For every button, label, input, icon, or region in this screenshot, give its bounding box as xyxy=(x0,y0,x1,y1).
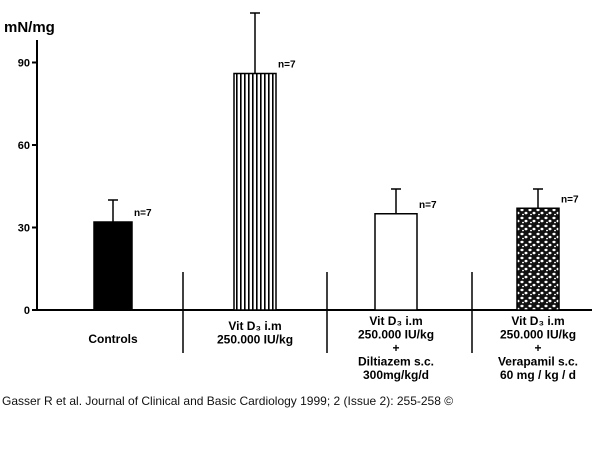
category-label-3-line-3: + xyxy=(392,341,399,355)
bar-1 xyxy=(93,221,133,311)
category-label-3-line-4: Diltiazem s.c. xyxy=(358,355,434,369)
category-label-4-line-2: 250.000 IU/kg xyxy=(500,328,576,342)
bar-2 xyxy=(233,72,277,311)
category-label-4-line-3: + xyxy=(534,341,541,355)
category-label-2-line-2: 250.000 IU/kg xyxy=(217,333,293,347)
n-label-1: n=7 xyxy=(134,208,152,219)
category-label-3-line-1: Vit D₃ i.m xyxy=(369,314,422,328)
y-tick-label-30: 30 xyxy=(18,223,30,235)
y-tick-label-90: 90 xyxy=(18,58,30,70)
category-label-4-line-4: Verapamil s.c. xyxy=(498,355,578,369)
y-axis-label: mN/mg xyxy=(4,19,55,36)
category-label-4-line-5: 60 mg / kg / d xyxy=(500,368,576,382)
n-label-3: n=7 xyxy=(419,200,437,211)
n-label-4: n=7 xyxy=(561,194,579,205)
y-tick-label-60: 60 xyxy=(18,140,30,152)
y-axis-ticks: 0 30 60 90 xyxy=(18,58,37,317)
category-label-2-line-1: Vit D₃ i.m xyxy=(228,319,281,333)
category-label-1-line-1: Controls xyxy=(88,332,138,346)
category-label-3-line-2: 250.000 IU/kg xyxy=(358,328,434,342)
category-label-4-line-1: Vit D₃ i.m xyxy=(511,314,564,328)
y-tick-label-0: 0 xyxy=(24,305,30,317)
figure-caption: Gasser R et al. Journal of Clinical and … xyxy=(2,394,454,408)
bar-3 xyxy=(374,213,418,311)
bar-4 xyxy=(516,207,560,311)
bars: n=7 n=7 n=7 n=7 xyxy=(93,12,579,311)
n-label-2: n=7 xyxy=(278,60,296,71)
bar-chart: mN/mg 0 30 60 90 n=7 n=7 n=7 n=7 Controls Vit D… xyxy=(4,12,592,382)
category-label-3-line-5: 300mg/kg/d xyxy=(363,368,429,382)
